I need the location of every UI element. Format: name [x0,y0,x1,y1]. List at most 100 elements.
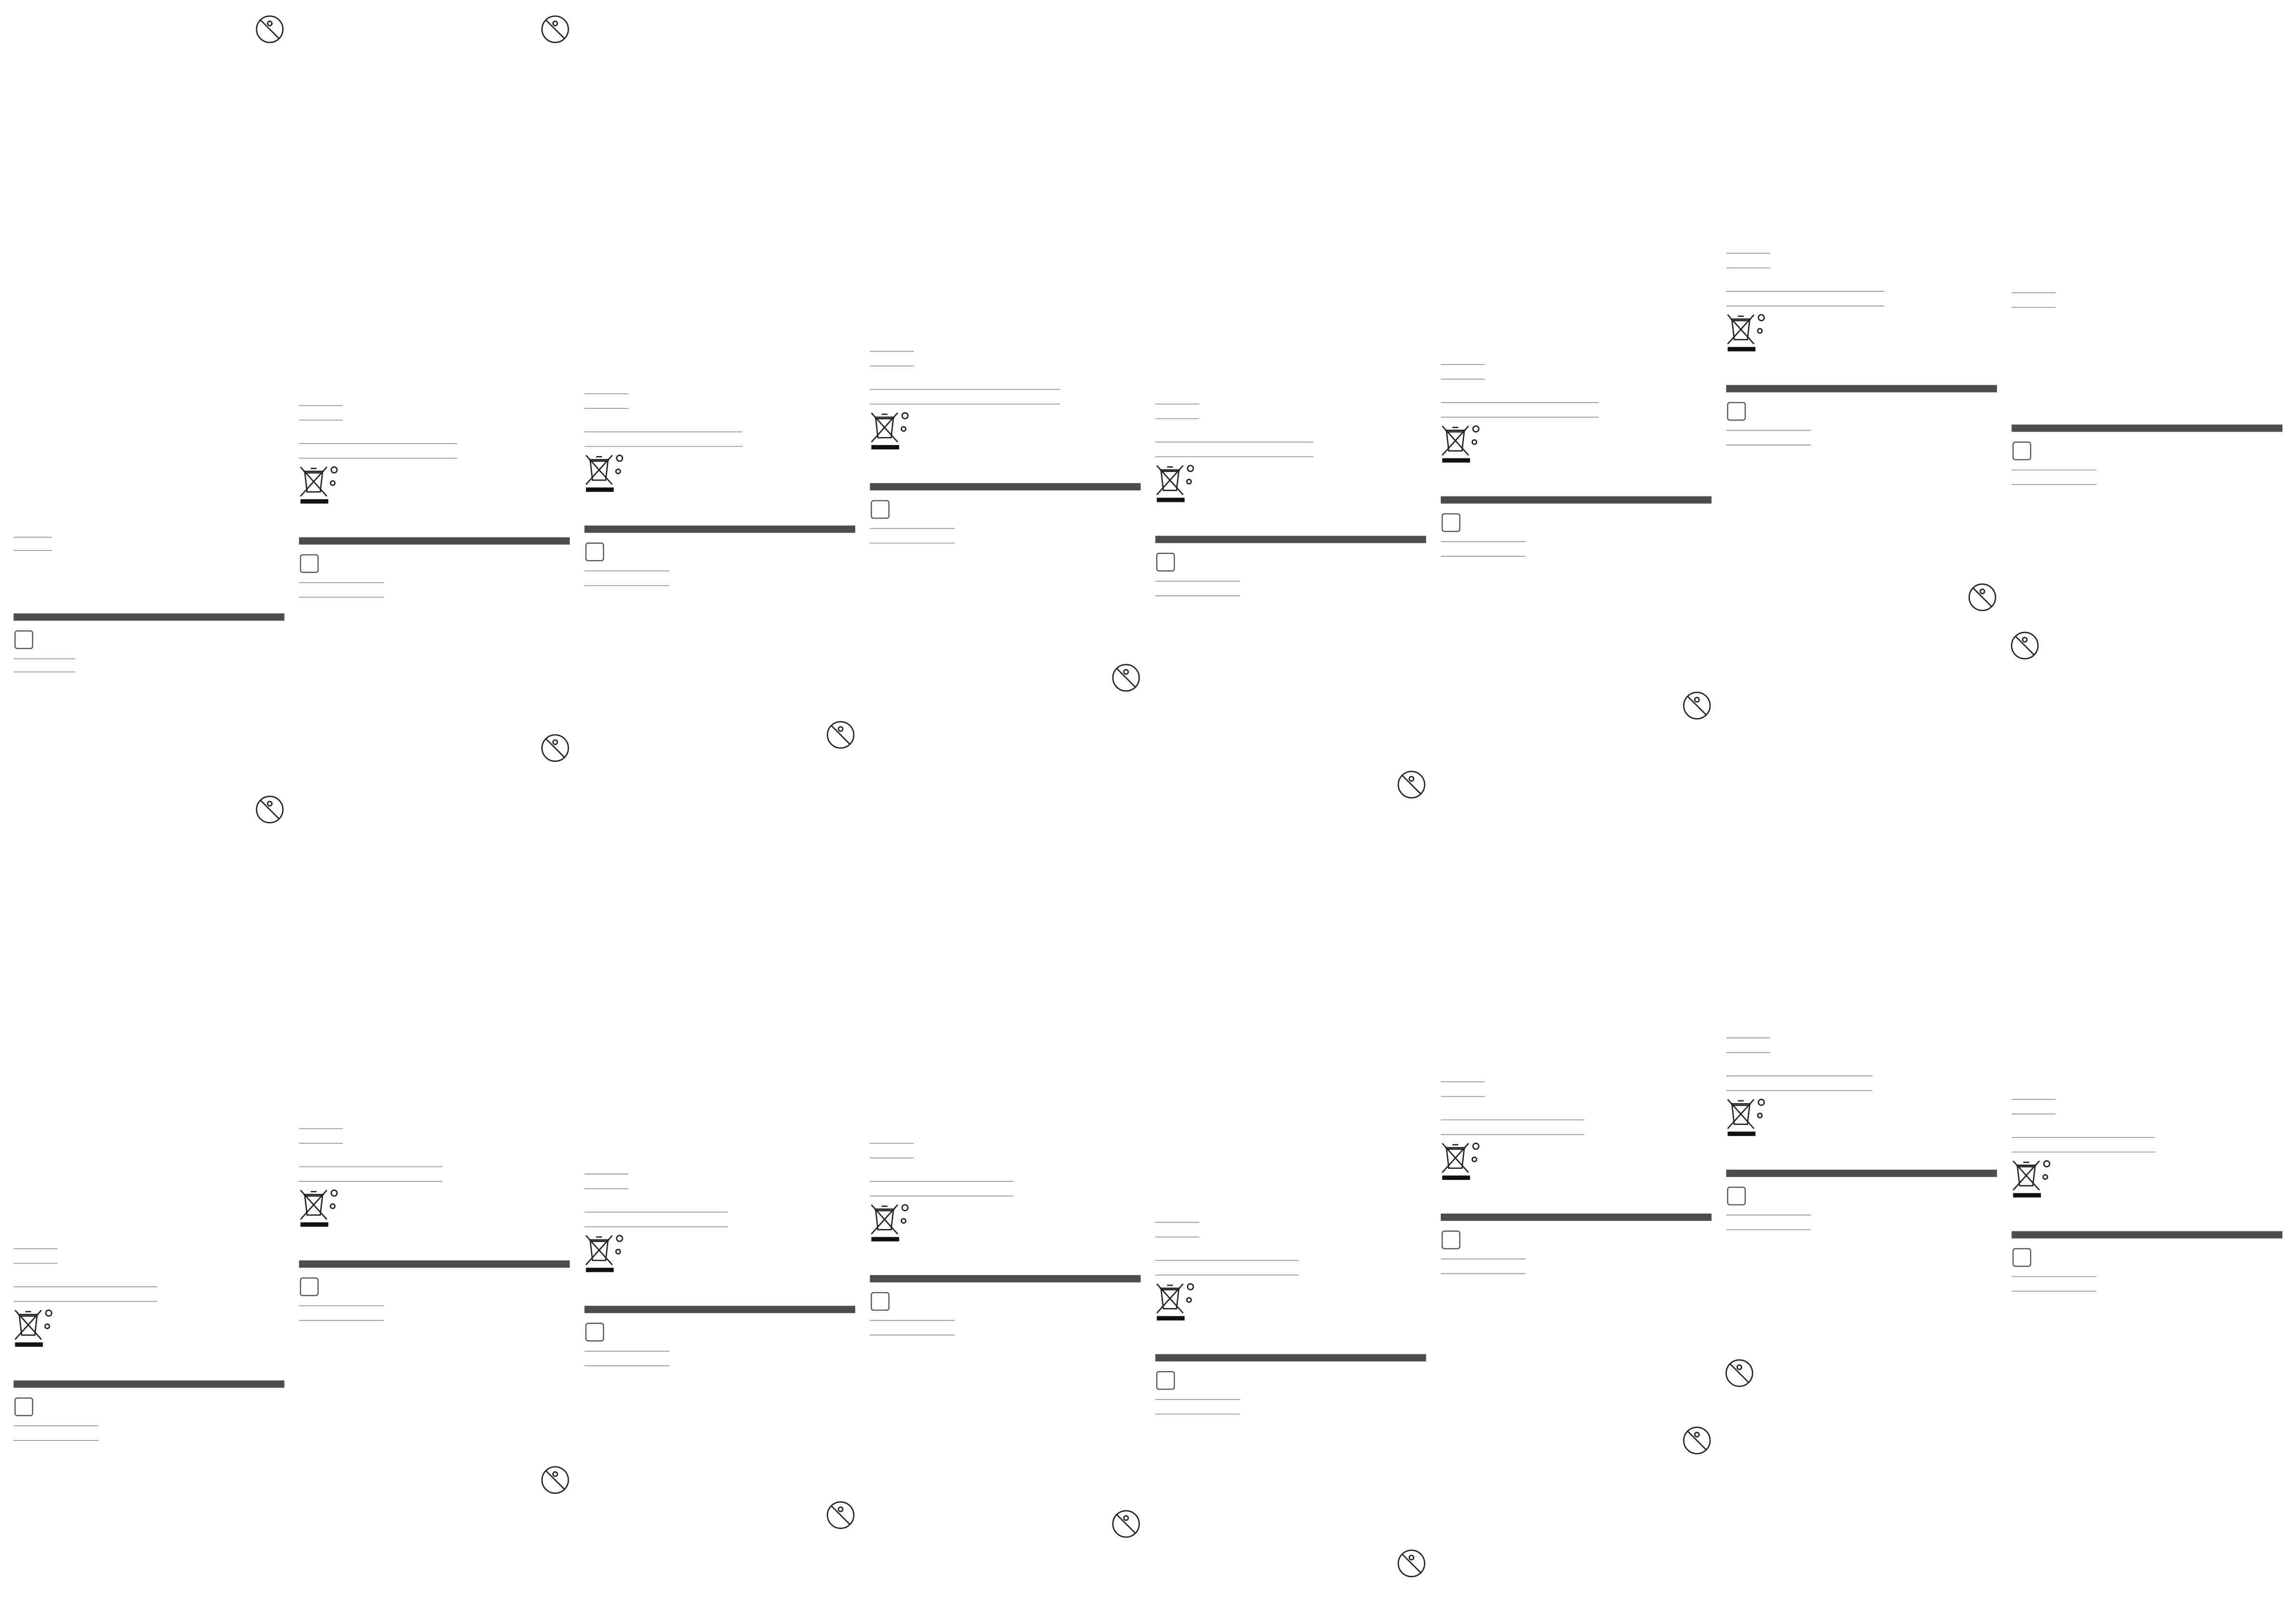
section-bar [1155,1354,1426,1361]
bin [874,1205,895,1230]
cross [871,412,899,443]
sym [330,1189,338,1197]
sym [1186,1297,1192,1303]
weee-icon [1727,1099,1765,1136]
weee-icon [1727,314,1765,352]
section-bar [870,483,1141,491]
slash [1401,774,1422,795]
dot [837,1506,844,1512]
sym [1472,1142,1480,1150]
sym [44,1323,51,1329]
prohibition-icon [541,1466,569,1494]
slash [545,738,565,758]
bin [588,1236,610,1261]
ring [1112,1510,1140,1538]
cross [1727,1099,1755,1129]
bar-mark [1442,458,1470,463]
bar-mark [1727,1131,1756,1136]
sym [330,466,338,474]
checkbox [1441,513,1461,532]
ring [1683,1426,1711,1454]
sym [1757,328,1763,334]
slash [260,19,280,39]
bin [588,456,610,481]
slash [1972,587,1993,607]
cross [585,455,613,485]
cross [585,1235,613,1266]
ring [1968,583,1996,611]
prohibition-icon [1397,771,1425,799]
slash [545,1470,565,1490]
prohibition-icon [826,1501,855,1529]
cross [871,1204,899,1235]
slash [2015,636,2035,655]
section-bar [584,1306,856,1313]
slash [1116,1514,1136,1534]
ring [1683,692,1711,719]
sym [45,1309,52,1317]
prohibition-icon [826,721,855,749]
dot [552,20,558,26]
prohibition-icon [1725,1359,1753,1387]
checkbox [14,1397,33,1416]
sym [900,426,907,432]
bin [1730,1100,1751,1125]
cross [1727,314,1755,345]
cross [14,1309,42,1340]
section-bar [870,1275,1141,1282]
slash [1687,1430,1707,1451]
cross [1156,1283,1184,1314]
bin [1730,315,1751,340]
checkbox [1156,1371,1175,1390]
bar-mark [1727,347,1756,352]
checkbox [300,1277,319,1296]
section-bar [1726,385,1997,392]
section-bar [1440,1213,1712,1221]
weee-icon [585,454,624,492]
prohibition-icon [541,15,569,43]
section-bar [2011,1231,2283,1239]
sym [1186,479,1192,484]
weee-icon [14,1309,52,1347]
ring [826,721,855,749]
section-bar [1440,496,1712,504]
prohibition-icon [1112,664,1140,692]
sym [1758,314,1765,322]
slash [1401,1553,1422,1573]
cross [1156,465,1184,496]
sym [1757,1112,1763,1119]
bin [18,1311,39,1336]
bin [1160,1284,1180,1309]
bar-mark [300,1222,328,1227]
dot [1123,1515,1129,1521]
section-bar [13,613,285,621]
ring [1397,1549,1425,1578]
slash [831,725,851,745]
prohibition-icon [256,15,284,43]
cross [300,1190,327,1220]
sym [616,454,624,462]
sym [329,480,336,486]
sym [2042,1174,2048,1180]
bar-mark [1442,1175,1470,1180]
ring [2011,631,2039,660]
checkbox [2012,1248,2032,1267]
sym [1471,439,1477,445]
checkbox [1727,402,1746,421]
prohibition-icon [1397,1549,1425,1578]
sym [615,468,621,474]
checkbox [871,500,890,519]
section-bar [584,525,856,533]
bar-mark [871,1237,900,1242]
bin [874,413,895,439]
slash [1687,695,1707,716]
dot [267,800,273,807]
ring [1725,1359,1753,1387]
bar-mark [586,1268,614,1272]
sym [1472,425,1480,433]
dot [2022,637,2028,643]
dot [1736,1364,1742,1371]
ring [1112,664,1140,692]
prohibition-icon [1112,1510,1140,1538]
checkbox [1727,1186,1746,1205]
